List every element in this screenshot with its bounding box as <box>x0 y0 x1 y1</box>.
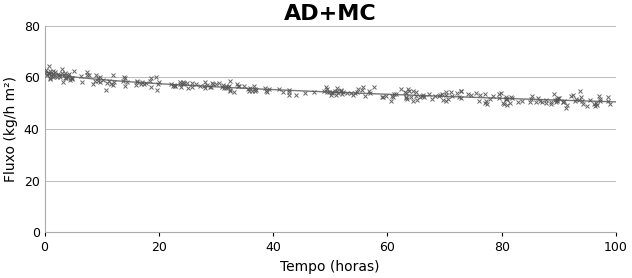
Y-axis label: Fluxo (kg/h m²): Fluxo (kg/h m²) <box>4 76 18 182</box>
X-axis label: Tempo (horas): Tempo (horas) <box>281 260 380 274</box>
Title: AD+MC: AD+MC <box>284 4 377 24</box>
